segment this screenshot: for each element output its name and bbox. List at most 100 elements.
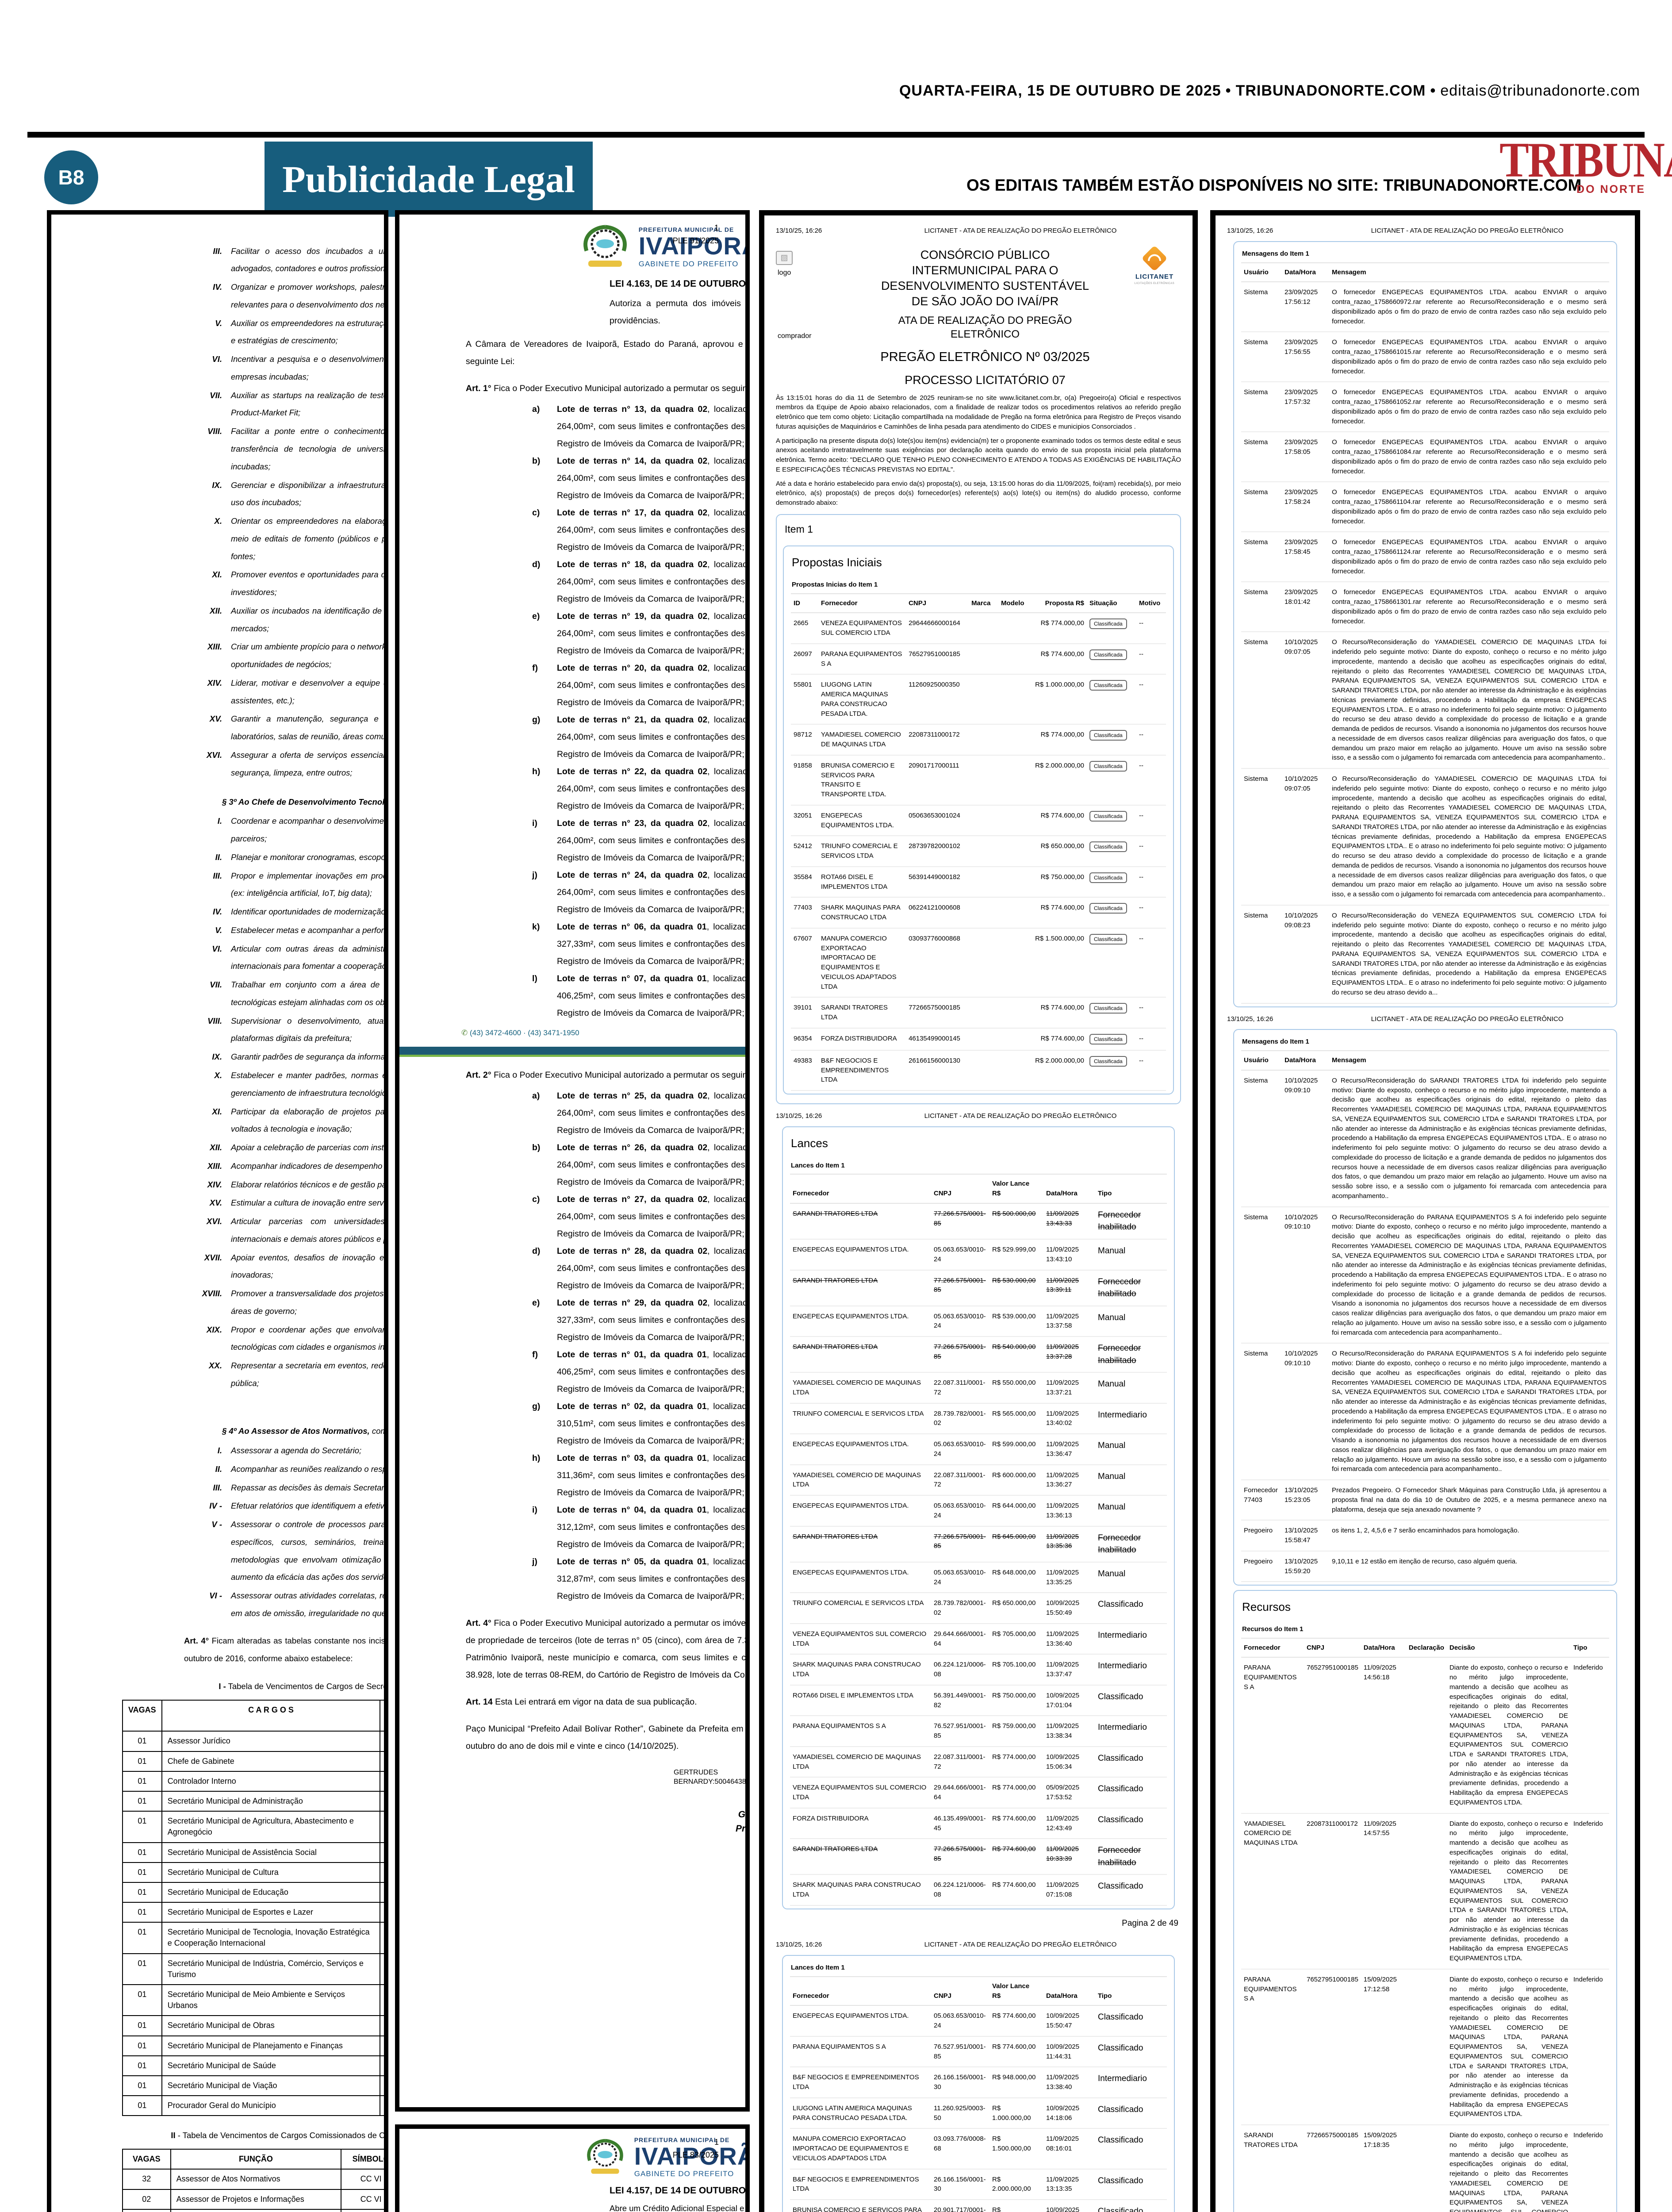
item-1-card: Item 1 Propostas Iniciais Propostas Inic… <box>776 514 1181 1105</box>
pdf-page-header: 13/10/25, 16:26 LICITANET - ATA DE REALI… <box>776 1941 1117 1949</box>
mensagem-row: Pregoeiro 13/10/2025 15:59:20 9,10,11 e … <box>1241 1551 1609 1582</box>
phone-footer: ✆ (43) 3472-4600 · (43) 3471-1950 <box>461 1029 579 1037</box>
lot-item: g) Lote de terras n° 21, da quadra 02, l… <box>532 715 750 759</box>
law-intro: A Câmara de Vereadores de Ivaiporã, Esta… <box>466 339 745 366</box>
ivaipora-crest-icon <box>587 2139 623 2174</box>
proposta-row: 91858 BRUNISA COMERCIO E SERVICOS PARA T… <box>791 755 1166 806</box>
doc-lei-4157: 1 PLE 83/2025 PREFEITURA MUNICIPAL DE IV… <box>395 2124 750 2212</box>
list-item: VIII. Facilitar a ponte entre o conhecim… <box>207 426 385 471</box>
mensagem-row: Sistema 10/10/2025 09:09:10 O Recurso/Re… <box>1241 1070 1609 1207</box>
proposta-row: 35584 ROTA66 DISEL E IMPLEMENTOS LTDA 56… <box>791 866 1166 898</box>
lots-list-2: a) Lote de terras n° 25, da quadra 02, l… <box>399 1087 750 1605</box>
table-row: 01 Secretário Municipal de Esportes e La… <box>122 1902 384 1923</box>
paco-municipal: Paço Municipal “Prefeito Adail Bolívar R… <box>466 1724 745 1751</box>
table-row: 32 Assessor de Atos Normativos CC VI 40 <box>122 2169 384 2190</box>
list-item: XIII. Criar um ambiente propício para o … <box>207 642 388 669</box>
law-ementa: Abre um Crédito Adicional Especial e dá … <box>610 2204 745 2212</box>
processo-number: PROCESSO LICITATÓRIO 07 <box>905 373 1066 387</box>
table-header-row: Usuário Data/Hora Mensagem <box>1241 263 1609 283</box>
bullet-icon: • <box>1225 82 1231 99</box>
lot-item: b) Lote de terras n° 14, da quadra 02, l… <box>532 456 750 500</box>
list-item: XIV. Elaborar relatórios técnicos e de g… <box>207 1179 387 1189</box>
list-item: XVII. Apoiar eventos, desafios de inovaç… <box>204 1252 384 1280</box>
licitanet-ata-col-1: 13/10/25, 16:26 LICITANET - ATA DE REALI… <box>759 210 1198 2212</box>
ivaipora-letterhead: PREFEITURA MUNICIPAL DE IVAIPORÃ GABINET… <box>399 224 745 270</box>
recursos-item-1-table: Fornecedor CNPJ Data/Hora Declaração Dec… <box>1241 1638 1609 2212</box>
page-corner-marks: 1 PLE 83/2025 <box>672 2138 719 2159</box>
lances-item-1-continued-table: Fornecedor CNPJ Valor Lance R$ Data/Hora … <box>790 1977 1167 2212</box>
status-badge: Classificada <box>1089 618 1127 630</box>
mensagem-row: Sistema 10/10/2025 09:07:05 O Recurso/Re… <box>1241 632 1609 769</box>
mensagens-continuation-card: Mensagens do Item 1 Usuário Data/Hora Me… <box>1233 241 1617 1007</box>
list-item: IX. Garantir padrões de segurança da inf… <box>212 1052 388 1062</box>
table-header-row: VAGAS C A R G O S SÍMBOLO Horas Trabalha… <box>122 1700 384 1732</box>
table-header-row: Usuário Data/Hora Mensagem <box>1241 1051 1609 1071</box>
masthead: QUARTA-FEIRA, 15 DE OUTUBRO DE 2025 • TRIB… <box>899 82 1640 100</box>
lances-card: Lances Lances do Item 1 Fornecedor CNPJ … <box>782 1126 1175 1909</box>
list-item: X. Estabelecer e manter padrões, normas … <box>214 1071 387 1098</box>
signer-name: Gertrudes Bernardy Prefeita em exercício <box>735 1809 750 1834</box>
item-label: Item 1 <box>785 523 813 535</box>
subsection-title: Mensagens do Item 1 <box>1241 1033 1609 1051</box>
table-row: 01 Secretário Municipal de Agricultura, … <box>122 1811 384 1843</box>
table-1-caption: I - Tabela de Vencimentos de Cargos de S… <box>219 1682 388 1691</box>
article-4: Art. 4° Fica o Poder Executivo Municipal… <box>466 1618 750 1680</box>
list-item: XVI. Assegurar a oferta de serviços esse… <box>207 750 388 777</box>
list-item: VII. Auxiliar as startups na realização … <box>210 390 388 418</box>
list-item: III. Repassar as decisões às demais Secr… <box>213 1482 386 1492</box>
list-item: VII. Trabalhar em conjunto com a área de… <box>210 980 387 1007</box>
table-row: 01 Procurador Geral do Município CC I 40 <box>122 2095 384 2116</box>
lance-row: SARANDI TRATORES LTDA 77.266.575/0001-85… <box>790 1839 1167 1875</box>
subsection-title: Mensagens do Item 1 <box>1241 246 1609 263</box>
subsection-title: Recursos do Item 1 <box>1241 1621 1609 1639</box>
propostas-item-1-table: ID Fornecedor CNPJ Marca Modelo Proposta… <box>791 594 1166 1091</box>
list-item: XIV. Liderar, motivar e desenvolver a eq… <box>207 678 388 705</box>
lance-row: MANUPA COMERCIO EXPORTACAO IMPORTACAO DE… <box>790 2128 1167 2170</box>
paragraph-4-heading: § 4º Ao Assessor de Atos Normativos, com… <box>222 1426 387 1436</box>
lance-row: VENEZA EQUIPAMENTOS SUL COMERCIO LTDA 29… <box>790 1623 1167 1655</box>
lance-row: PARANA EQUIPAMENTOS S A 76.527.951/0001-… <box>790 2036 1167 2068</box>
paragraph-3-heading: § 3º Ao Chefe de Desenvolvimento Tecnoló… <box>222 797 385 806</box>
list-item: XIII. Acompanhar indicadores de desempen… <box>207 1161 384 1171</box>
table-row: 02 Assessor de Projetos e Informações CC… <box>122 2189 384 2210</box>
table-header-row: Fornecedor CNPJ Valor Lance R$ Data/Hora … <box>790 1175 1167 1204</box>
list-item: I. Coordenar e acompanhar o desenvolvime… <box>217 816 388 844</box>
lance-row: TRIUNFO COMERCIAL E SERVICOS LTDA 28.739… <box>790 1403 1167 1435</box>
mensagem-row: Sistema 10/10/2025 09:07:05 O Recurso/Re… <box>1241 768 1609 906</box>
lance-row: SARANDI TRATORES LTDA 77.266.575/0001-85… <box>790 1203 1167 1240</box>
lance-row: ENGEPECAS EQUIPAMENTOS LTDA. 05.063.653/… <box>790 1562 1167 1594</box>
mensagens-continuation-card: Mensagens do Item 1 Usuário Data/Hora Me… <box>1233 1029 1617 1586</box>
broken-image-icon: ▨ <box>776 250 793 265</box>
list-item: I. Assessorar a agenda do Secretário; <box>217 1446 362 1455</box>
lot-item: a) Lote de terras n° 25, da quadra 02, l… <box>532 1091 750 1135</box>
signature-cn: GERTRUDES BERNARDY:50046438904 <box>674 1769 750 1786</box>
article-1: Art. 1° Fica o Poder Executivo Municipal… <box>466 384 750 393</box>
list-item: XI. Participar da elaboração de projetos… <box>212 1106 387 1134</box>
lot-item: i) Lote de terras n° 04, da quadra 01, l… <box>532 1505 750 1549</box>
article-14: Art. 14 Esta Lei entrará em vigor na dat… <box>466 1697 697 1707</box>
masthead-email: editais@tribunadonorte.com <box>1440 82 1640 99</box>
lance-row: ENGEPECAS EQUIPAMENTOS LTDA. 05.063.653/… <box>790 1306 1167 1337</box>
list-item: XVI. Articular parcerias com universidad… <box>207 1217 388 1244</box>
lance-row: YAMADIESEL COMERCIO DE MAQUINAS LTDA 22.… <box>790 1464 1167 1496</box>
mensagem-row: Sistema 23/09/2025 18:01:42 O fornecedor… <box>1241 582 1609 633</box>
table-row: 01 Chefe de Gabinete CC I 40 <box>122 1751 384 1772</box>
status-badge: Classificada <box>1089 1056 1127 1067</box>
status-badge: Classificada <box>1089 680 1127 691</box>
status-badge: Classificada <box>1089 1003 1127 1014</box>
table-row: 01 Secretário Municipal de Saúde CC I 40 <box>122 2055 384 2076</box>
lance-row: SHARK MAQUINAS PARA CONSTRUCAO LTDA 06.2… <box>790 1874 1167 1906</box>
vencimentos-chefia-table: VAGAS FUNÇÃO SÍMBOLO Horas Trabalhadas 3… <box>122 2149 384 2212</box>
table-header-row: ID Fornecedor CNPJ Marca Modelo Proposta… <box>791 594 1166 614</box>
lance-row: B&F NEGOCIOS E EMPREENDIMENTOS LTDA 26.1… <box>790 2169 1167 2200</box>
table-row: 01 Secretário Municipal de Tecnologia, I… <box>122 1922 384 1954</box>
tribuna-logo-subtext: DO NORTE <box>1576 183 1645 196</box>
ivaipora-logo-text: PREFEITURA MUNICIPAL DE IVAIPORÃ GABINET… <box>634 2136 750 2178</box>
lot-item: d) Lote de terras n° 28, da quadra 02, l… <box>532 1246 750 1290</box>
law-title: LEI 4.163, DE 14 DE OUTUBRO DE 2025. <box>610 279 746 289</box>
status-badge: Classificada <box>1089 760 1127 772</box>
status-badge: Classificada <box>1089 810 1127 822</box>
table-row: 01 Secretário Municipal de Planejamento … <box>122 2035 384 2056</box>
proposta-row: 32051 ENGEPECAS EQUIPAMENTOS LTDA. 05063… <box>791 805 1166 837</box>
proposta-row: 55801 LIUGONG LATIN AMERICA MAQUINAS PAR… <box>791 674 1166 725</box>
